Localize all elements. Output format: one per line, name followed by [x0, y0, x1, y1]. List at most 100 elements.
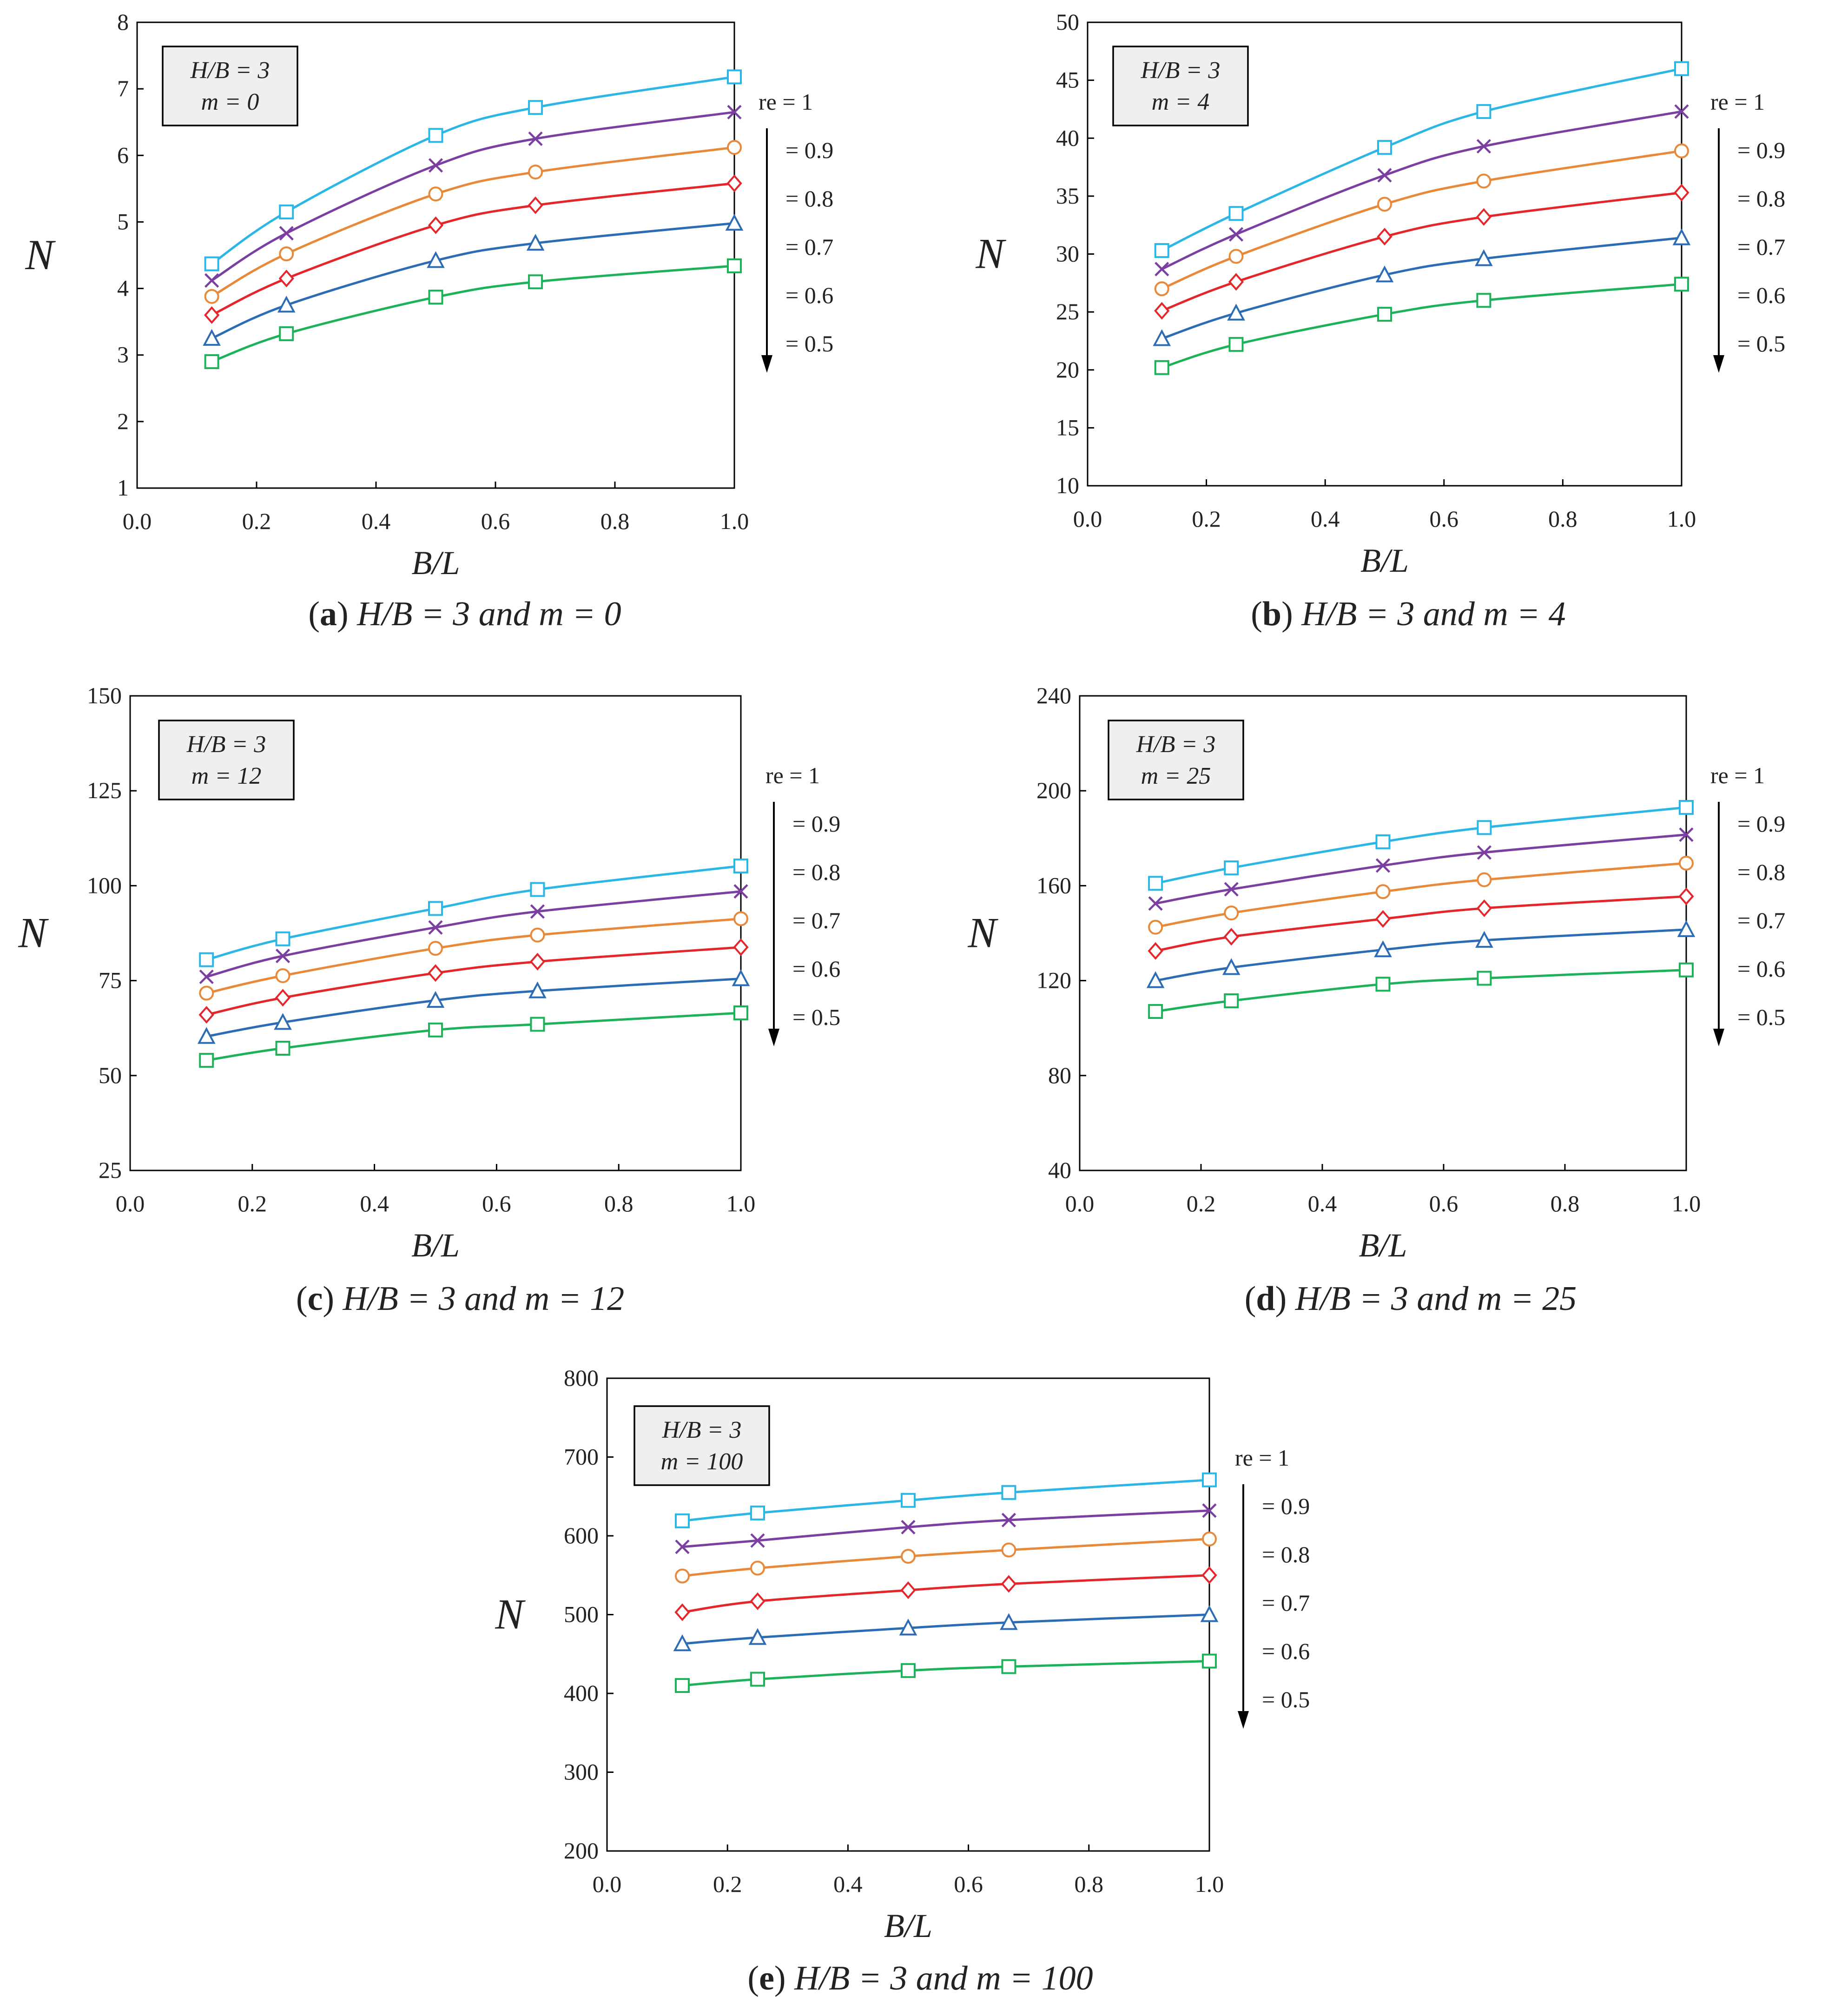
- data-point: [1148, 919, 1163, 935]
- data-point: [1678, 887, 1694, 906]
- series-re-0.8: [1154, 143, 1689, 297]
- data-point: [1148, 942, 1163, 960]
- data-point: [1148, 876, 1163, 891]
- data-point: [1375, 910, 1391, 928]
- data-point: [750, 1560, 765, 1576]
- x-tick-label: 0.0: [1073, 506, 1102, 532]
- data-point: [1154, 302, 1170, 320]
- data-point: [428, 186, 443, 202]
- data-point: [1674, 61, 1689, 76]
- y-tick-label: 300: [564, 1759, 599, 1785]
- series-re-0.7: [198, 938, 749, 1024]
- panel-caption: (a) H/B = 3 and m = 0: [308, 595, 621, 633]
- annotation-box: [1112, 46, 1249, 126]
- series-re-0.9: [1155, 104, 1689, 277]
- annotation-box: [158, 720, 295, 800]
- series-re-1: [204, 69, 742, 271]
- data-point: [1476, 899, 1492, 917]
- data-point: [1224, 882, 1239, 897]
- annotation-line: H/B = 3: [190, 57, 270, 84]
- chart-panel-a: 1 2 3 4 5 6 7 8 0.0 0.2 0.4 0.6 0.8 1.0 B/L N H/B = 3 m =…: [25, 9, 833, 633]
- series-line: [206, 946, 741, 1016]
- caption-open: (: [747, 1959, 759, 1997]
- data-point: [1001, 1575, 1017, 1593]
- caption-text: H/B = 3 and m = 12: [343, 1280, 625, 1318]
- x-tick-label: 0.4: [362, 508, 391, 534]
- series-re-0.8: [199, 911, 748, 1001]
- data-point: [1227, 304, 1245, 321]
- data-point: [199, 1053, 214, 1068]
- data-point: [1679, 800, 1694, 815]
- x-tick-label: 0.2: [1192, 506, 1221, 532]
- chart-panel-c: 25 50 75 100 125 150 0.0 0.2 0.4 0.6 0.8 1.0 B/L N H/B…: [18, 682, 840, 1318]
- data-point: [748, 1628, 767, 1645]
- data-point: [279, 226, 294, 241]
- caption-letter: d: [1256, 1280, 1275, 1318]
- x-tick-label: 0.8: [600, 508, 630, 534]
- y-axis-title: N: [967, 909, 998, 957]
- legend-label: re = 1: [759, 89, 813, 115]
- data-point: [427, 251, 445, 268]
- data-point: [1224, 993, 1239, 1008]
- data-point: [1377, 197, 1392, 212]
- x-tick-label: 0.6: [954, 1871, 983, 1897]
- legend-label: = 0.5: [792, 1004, 840, 1030]
- series-re-0.5: [199, 1005, 748, 1068]
- x-tick-label: 0.6: [1429, 1190, 1458, 1216]
- x-tick-label: 1.0: [720, 508, 749, 534]
- legend-label: = 0.9: [785, 137, 833, 163]
- x-axis-title: B/L: [411, 1227, 460, 1264]
- series-re-1: [675, 1472, 1217, 1528]
- data-point: [428, 920, 443, 935]
- data-point: [204, 354, 219, 370]
- x-tick-label: 0.4: [360, 1190, 389, 1216]
- data-point: [1672, 228, 1691, 245]
- data-point: [1477, 971, 1492, 986]
- caption-close: ): [323, 1280, 343, 1318]
- data-point: [428, 964, 443, 982]
- y-tick-label: 240: [1036, 682, 1071, 708]
- series-re-0.7: [674, 1566, 1217, 1621]
- legend-label: = 0.8: [792, 859, 840, 885]
- annotation-line: m = 4: [1152, 89, 1210, 115]
- data-point: [1375, 834, 1391, 849]
- data-point: [279, 204, 294, 219]
- series-line: [682, 1538, 1210, 1577]
- x-tick-label: 1.0: [1667, 506, 1696, 532]
- series-re-0.6: [197, 969, 750, 1044]
- data-point: [675, 1568, 690, 1584]
- data-point: [1679, 827, 1694, 842]
- y-tick-label: 10: [1056, 472, 1079, 498]
- data-point: [428, 941, 443, 956]
- data-point: [204, 256, 219, 271]
- series-re-0.9: [1148, 827, 1694, 911]
- legend-arrow-head: [1713, 355, 1724, 373]
- data-point: [528, 165, 543, 180]
- data-point: [530, 882, 545, 897]
- y-tick-label: 40: [1056, 125, 1079, 151]
- data-point: [528, 981, 547, 998]
- data-point: [275, 931, 290, 946]
- data-point: [750, 1592, 765, 1610]
- data-point: [1476, 208, 1492, 226]
- annotation-line: H/B = 3: [662, 1417, 742, 1443]
- data-point: [1223, 928, 1239, 946]
- data-point: [1476, 104, 1491, 119]
- x-tick-label: 0.8: [1551, 1190, 1580, 1216]
- data-point: [1228, 227, 1244, 242]
- legend-label: = 0.7: [1737, 907, 1785, 933]
- data-point: [278, 270, 294, 288]
- y-tick-label: 160: [1036, 872, 1071, 898]
- data-point: [750, 1672, 765, 1687]
- legend-arrow-head: [761, 355, 772, 373]
- data-point: [1202, 1653, 1217, 1669]
- y-tick-label: 800: [564, 1365, 599, 1391]
- y-tick-label: 700: [564, 1444, 599, 1470]
- legend-label: = 0.7: [785, 234, 833, 260]
- data-point: [526, 233, 545, 251]
- series-line: [1155, 969, 1687, 1013]
- series-line: [1161, 110, 1682, 271]
- annotation-line: H/B = 3: [186, 731, 266, 758]
- caption-open: (: [296, 1280, 308, 1318]
